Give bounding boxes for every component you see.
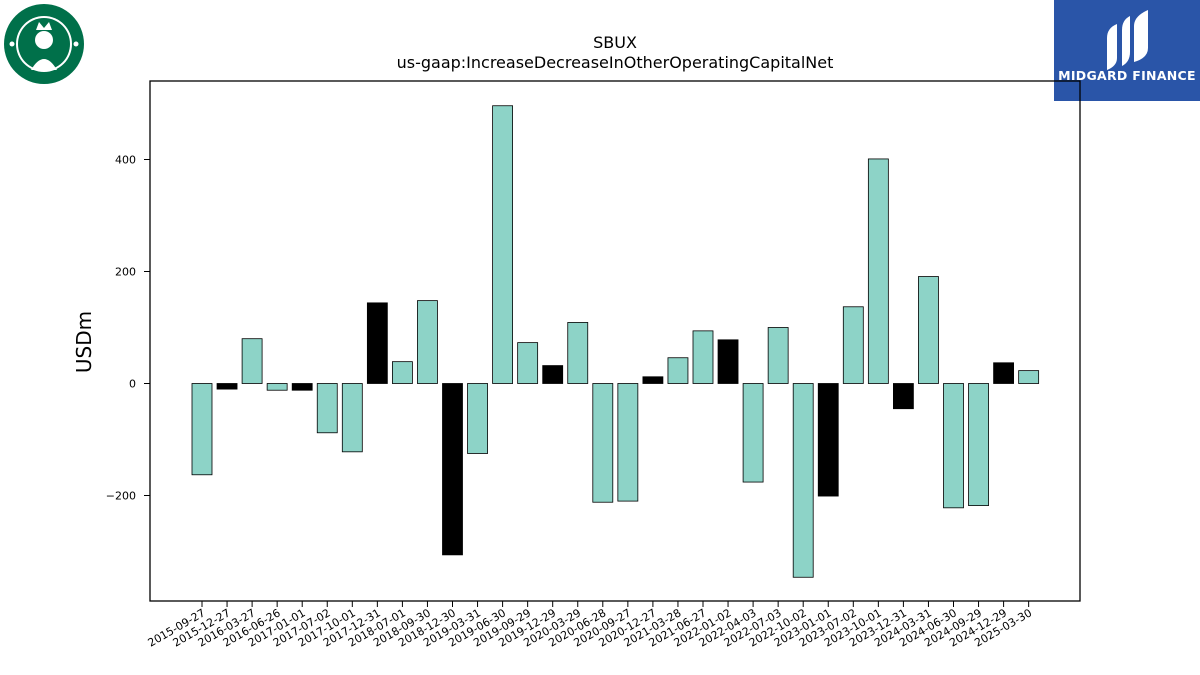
bar-2017-10-01 bbox=[341, 383, 363, 453]
midgard-finance-logo: MIDGARD FINANCE bbox=[1054, 0, 1200, 101]
bar-2023-07-02 bbox=[842, 306, 864, 384]
bar-2020-09-27 bbox=[617, 383, 639, 502]
starbucks-logo bbox=[4, 4, 84, 84]
bar-2024-12-29 bbox=[993, 362, 1014, 384]
y-axis-label: USDm bbox=[72, 311, 96, 373]
plot-frame bbox=[149, 80, 1081, 602]
chart-title: SBUX bbox=[593, 33, 637, 52]
y-axis: −200 0 200 400 bbox=[106, 154, 150, 503]
bar-2022-04-03 bbox=[742, 383, 764, 483]
y-tick-label: 0 bbox=[129, 378, 136, 391]
bar-2015-12-27 bbox=[216, 383, 238, 390]
midgard-mark-icon bbox=[1107, 10, 1148, 70]
bar-2016-03-27 bbox=[241, 338, 263, 384]
bar-2024-09-29 bbox=[968, 383, 989, 506]
bar-2023-01-01 bbox=[817, 383, 839, 497]
midgard-logo-text: MIDGARD FINANCE bbox=[1058, 68, 1196, 83]
bar-2022-10-02 bbox=[792, 383, 814, 578]
bar-2022-01-02 bbox=[717, 339, 739, 384]
bar-2019-12-29 bbox=[542, 365, 564, 384]
bar-2023-10-01 bbox=[867, 158, 889, 384]
bar-2020-06-28 bbox=[592, 383, 614, 503]
bar-2015-09-27 bbox=[191, 383, 213, 476]
bar-2017-07-02 bbox=[316, 383, 338, 434]
x-axis: 2015-09-272015-12-272016-03-272016-06-26… bbox=[146, 601, 1034, 650]
bar-2018-12-30 bbox=[442, 383, 463, 556]
chart-subtitle: us-gaap:IncreaseDecreaseInOtherOperating… bbox=[397, 53, 834, 72]
bar-2019-09-29 bbox=[517, 342, 539, 384]
bar-2021-06-27 bbox=[692, 330, 714, 384]
y-tick-label: 400 bbox=[115, 154, 136, 167]
bar-2023-12-31 bbox=[893, 383, 914, 410]
bar-2025-03-30 bbox=[1018, 370, 1040, 384]
bar-2017-12-31 bbox=[366, 302, 388, 384]
bar-2016-06-26 bbox=[266, 383, 288, 391]
bar-2020-12-27 bbox=[642, 376, 664, 384]
y-tick-label: 200 bbox=[115, 266, 136, 279]
bar-2019-03-31 bbox=[467, 383, 488, 454]
bar-2021-03-28 bbox=[667, 357, 689, 384]
bar-2019-06-30 bbox=[492, 105, 514, 384]
bar-2020-03-29 bbox=[567, 322, 589, 384]
bar-2024-06-30 bbox=[943, 383, 964, 509]
bar-2018-07-01 bbox=[391, 361, 413, 384]
bar-2024-03-31 bbox=[918, 276, 939, 384]
bars-group bbox=[191, 105, 1040, 578]
bar-2017-01-01 bbox=[291, 383, 313, 391]
bar-2022-07-03 bbox=[767, 327, 789, 384]
y-tick-label: −200 bbox=[106, 490, 136, 503]
bar-2018-09-30 bbox=[417, 300, 438, 384]
